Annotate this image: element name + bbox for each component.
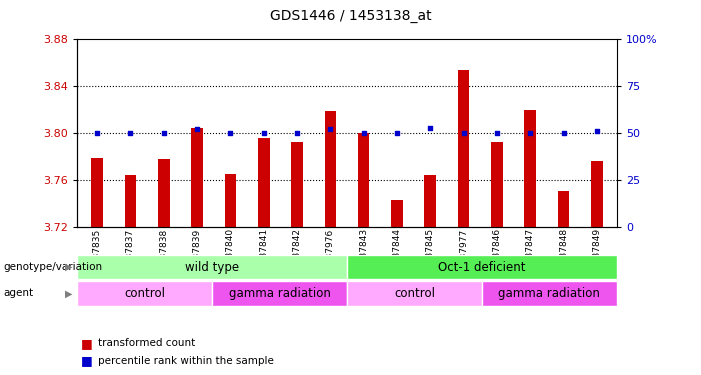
Bar — [491, 142, 503, 227]
Bar — [482, 281, 617, 306]
Point — [125, 130, 136, 136]
Point — [524, 130, 536, 136]
Bar — [458, 70, 470, 227]
Point — [225, 130, 236, 136]
Text: genotype/variation: genotype/variation — [4, 262, 102, 272]
Bar — [158, 159, 170, 227]
Point — [591, 128, 602, 134]
Text: ■: ■ — [81, 354, 93, 367]
Bar — [91, 158, 103, 227]
Bar — [425, 175, 436, 227]
Point — [292, 130, 303, 136]
Bar — [291, 142, 303, 227]
Point — [92, 130, 103, 136]
Bar — [191, 128, 203, 227]
Point — [191, 126, 203, 132]
Text: transformed count: transformed count — [98, 338, 196, 348]
Bar — [558, 190, 569, 227]
Text: Oct-1 deficient: Oct-1 deficient — [438, 261, 526, 274]
Bar — [224, 174, 236, 227]
Point — [325, 126, 336, 132]
Text: wild type: wild type — [185, 261, 239, 274]
Text: gamma radiation: gamma radiation — [229, 287, 330, 300]
Point — [358, 130, 369, 136]
Bar — [524, 110, 536, 227]
Bar — [325, 111, 336, 227]
Point — [558, 130, 569, 136]
Bar — [258, 138, 269, 227]
Text: ▶: ▶ — [65, 262, 72, 272]
Bar — [591, 161, 603, 227]
Text: control: control — [124, 287, 165, 300]
Text: control: control — [394, 287, 435, 300]
Point — [425, 124, 436, 130]
Text: GDS1446 / 1453138_at: GDS1446 / 1453138_at — [270, 9, 431, 23]
Bar — [347, 255, 617, 279]
Text: agent: agent — [4, 288, 34, 298]
Point — [391, 130, 402, 136]
Text: ■: ■ — [81, 337, 93, 350]
Text: percentile rank within the sample: percentile rank within the sample — [98, 356, 274, 366]
Text: gamma radiation: gamma radiation — [498, 287, 600, 300]
Point — [258, 130, 269, 136]
Bar — [347, 281, 482, 306]
Point — [458, 130, 469, 136]
Text: ▶: ▶ — [65, 288, 72, 298]
Bar — [391, 200, 403, 227]
Bar — [358, 133, 369, 227]
Bar — [77, 281, 212, 306]
Point — [158, 130, 170, 136]
Point — [491, 130, 503, 136]
Bar — [77, 255, 347, 279]
Bar — [125, 175, 136, 227]
Bar — [212, 281, 347, 306]
